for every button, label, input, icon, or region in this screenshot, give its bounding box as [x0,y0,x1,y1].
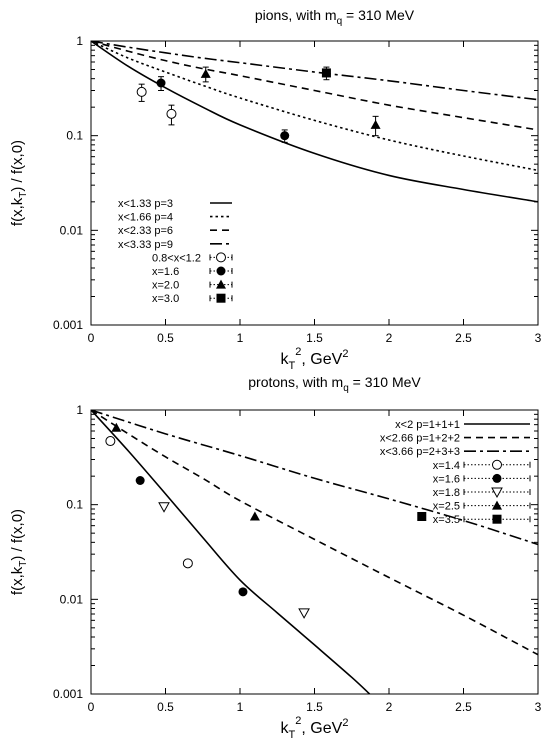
legend-label: x<2.66 p=1+2+2 [380,433,460,445]
data-point-3 [321,68,331,78]
data-point-0 [105,436,116,447]
data-point-1 [238,587,248,597]
y-tick-label: 0.1 [66,498,83,512]
legend-marker [491,487,503,499]
y-tick-label: 1 [76,403,83,417]
legend-label: x<1.33 p=3 [118,198,173,210]
y-axis-label: f(x,kT) / f(x,0) [9,509,29,595]
y-tick-label: 0.01 [60,592,84,606]
series-line-2 [91,410,538,546]
pions-panel: pions, with mq = 310 MeV 0 0.5 1 1.5 2 2.5 3 1 0.… [9,7,542,372]
data-point-1 [156,78,166,88]
x-tick-label: 2 [386,331,393,345]
legend-marker [216,266,226,276]
legend-label: x<1.66 p=4 [118,212,173,224]
x-axis-label: kT2, GeV2 [281,346,349,372]
legend-marker [216,293,226,303]
legend-label: x<2 p=1+1+1 [395,419,460,431]
data-point-4 [417,511,427,521]
x-tick-label: 1.5 [306,700,323,714]
legend-marker [492,459,502,470]
x-tick-label: 3 [535,700,542,714]
x-tick-label: 1 [237,700,244,714]
y-tick-label: 0.001 [53,318,83,332]
x-tick-label: 2 [386,700,393,714]
x-tick-label: 3 [535,331,542,345]
x-tick-label: 0 [88,700,95,714]
data-point-0 [136,86,147,97]
y-axis-label: f(x,kT) / f(x,0) [9,140,29,226]
y-tick-label: 0.01 [60,223,84,237]
legend-label: x=2.5 [433,501,460,513]
legend-label: x=3.5 [433,514,460,526]
data-point-0 [166,108,177,119]
legend-label: x<2.33 p=6 [118,225,173,237]
legend-marker [492,473,502,483]
x-tick-label: 2.5 [455,331,472,345]
legend: x<2 p=1+1+1 x<2.66 p=1+2+2x<3.66 p=2+3+3 x… [380,419,531,526]
y-tick-label: 0.001 [53,687,83,701]
chart-title: pions, with mq = 310 MeV [255,7,415,27]
legend-marker [492,514,502,524]
protons-panel: protons, with mq = 310 MeV 0 0.5 1 1.5 2 2.5 3 1… [9,374,542,741]
data-point-3 [111,422,122,432]
y-tick-label: 1 [76,34,83,48]
data-point-3 [249,511,260,521]
legend-marker [216,252,226,263]
legend-marker [492,500,502,510]
data-point-2 [158,502,170,513]
series-line-2 [91,41,538,131]
series-line-1 [91,410,538,656]
x-tick-label: 1 [237,331,244,345]
data-point-1 [280,131,290,141]
legend: x<1.33 p=3 x<1.66 p=4x<2.33 p=6 x<3.33 p=9… [118,198,233,305]
legend-marker [216,279,226,289]
legend-label: x<3.66 p=2+3+3 [380,446,460,458]
x-axis-label: kT2, GeV2 [281,715,349,741]
data-point-0 [182,558,193,569]
legend-label: x=2.0 [152,280,179,292]
legend-label: x=3.0 [152,293,179,305]
chart-title: protons, with mq = 310 MeV [248,374,421,394]
series-line-1 [91,41,538,172]
x-tick-label: 2.5 [455,700,472,714]
legend-label: x<3.33 p=9 [118,239,173,251]
x-tick-label: 0.5 [157,331,174,345]
x-tick-label: 0.5 [157,700,174,714]
data-point-2 [370,119,381,129]
y-tick-label: 0.1 [66,129,83,143]
legend-label: x=1.8 [433,487,460,499]
data-point-2 [298,608,310,619]
x-tick-label: 1.5 [306,331,323,345]
plot-frame [90,409,539,695]
data-point-2 [200,68,211,78]
legend-label: x=1.6 [152,266,179,278]
data-point-1 [135,476,145,486]
series-line-0 [91,41,538,203]
legend-label: x=1.6 [433,473,460,485]
x-tick-label: 0 [88,331,95,345]
series-line-3 [91,41,538,101]
legend-label: x=1.4 [433,460,460,472]
series-line-0 [91,410,371,694]
legend-label: 0.8<x<1.2 [152,252,201,264]
